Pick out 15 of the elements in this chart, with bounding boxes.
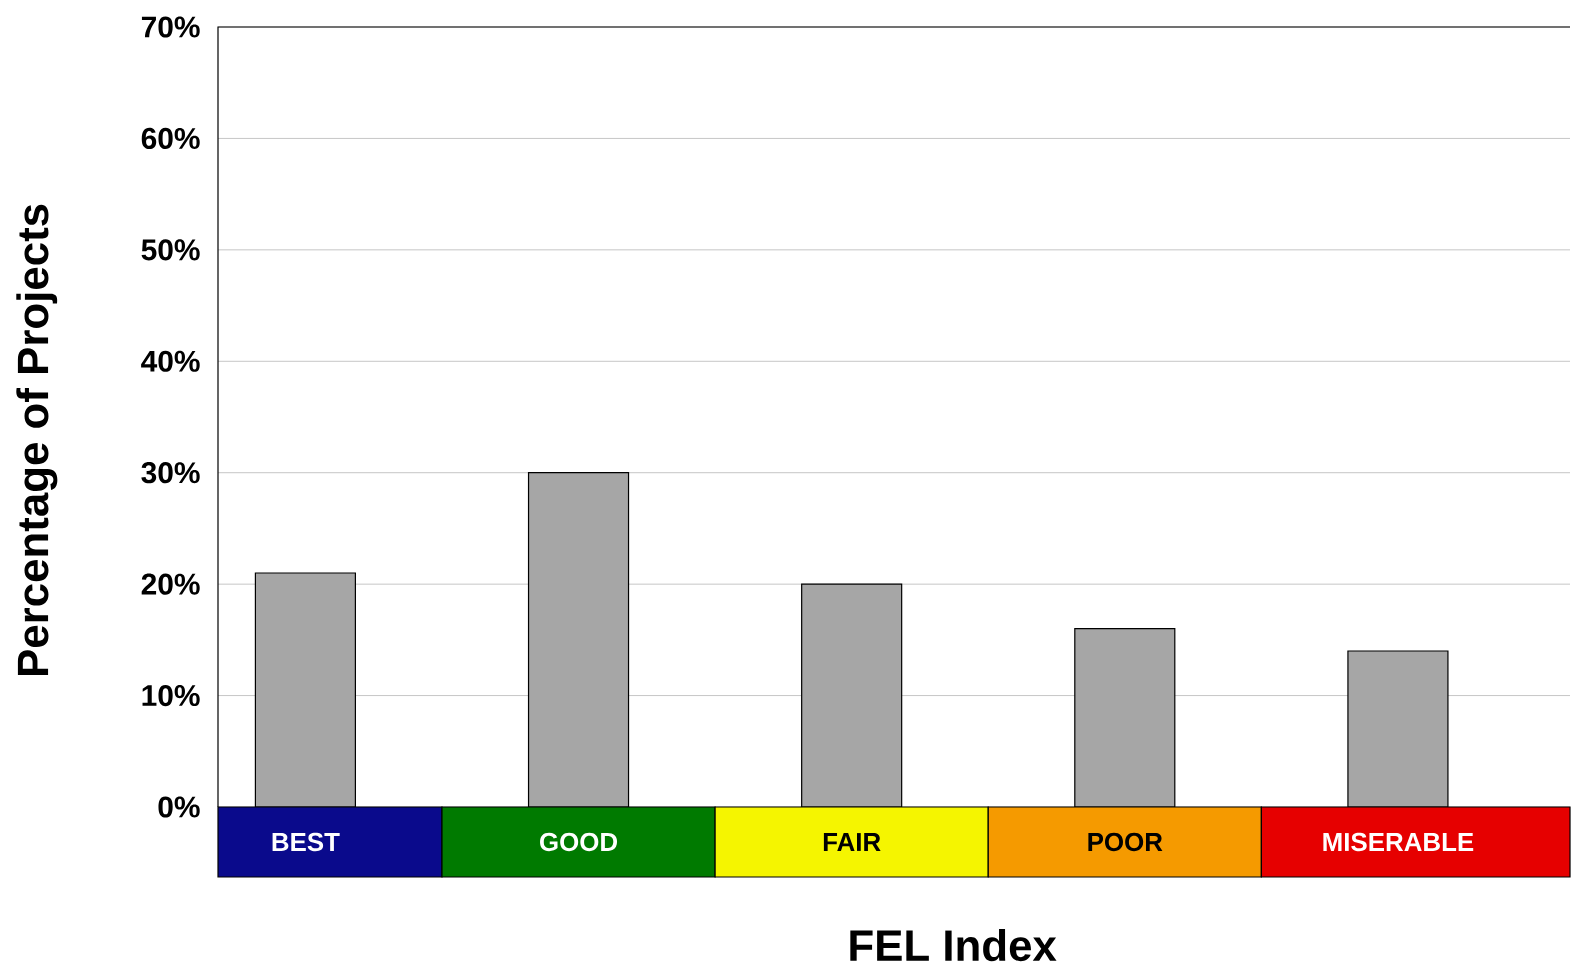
x-axis-title: FEL Index <box>850 928 1057 962</box>
y-tick-label: 50% <box>141 239 200 261</box>
x-tick-label: FAIR <box>823 833 881 851</box>
y-tick-label: 60% <box>141 127 200 150</box>
y-tick-label: 20% <box>141 573 200 595</box>
y-tick-label: 70% <box>141 16 200 38</box>
y-tick-label: 10% <box>142 684 200 707</box>
y-tick-label: 40% <box>141 350 200 372</box>
x-tick-label: GOOD <box>540 832 618 852</box>
y-axis-title: Percentage of Projects <box>16 204 58 675</box>
x-tick-label: POOR <box>1088 832 1163 852</box>
y-tick-label: 30% <box>141 462 200 484</box>
x-tick-label: MISERABLE <box>1323 832 1474 852</box>
x-tick-label: BEST <box>272 832 340 852</box>
y-tick-label: 0% <box>158 796 200 818</box>
